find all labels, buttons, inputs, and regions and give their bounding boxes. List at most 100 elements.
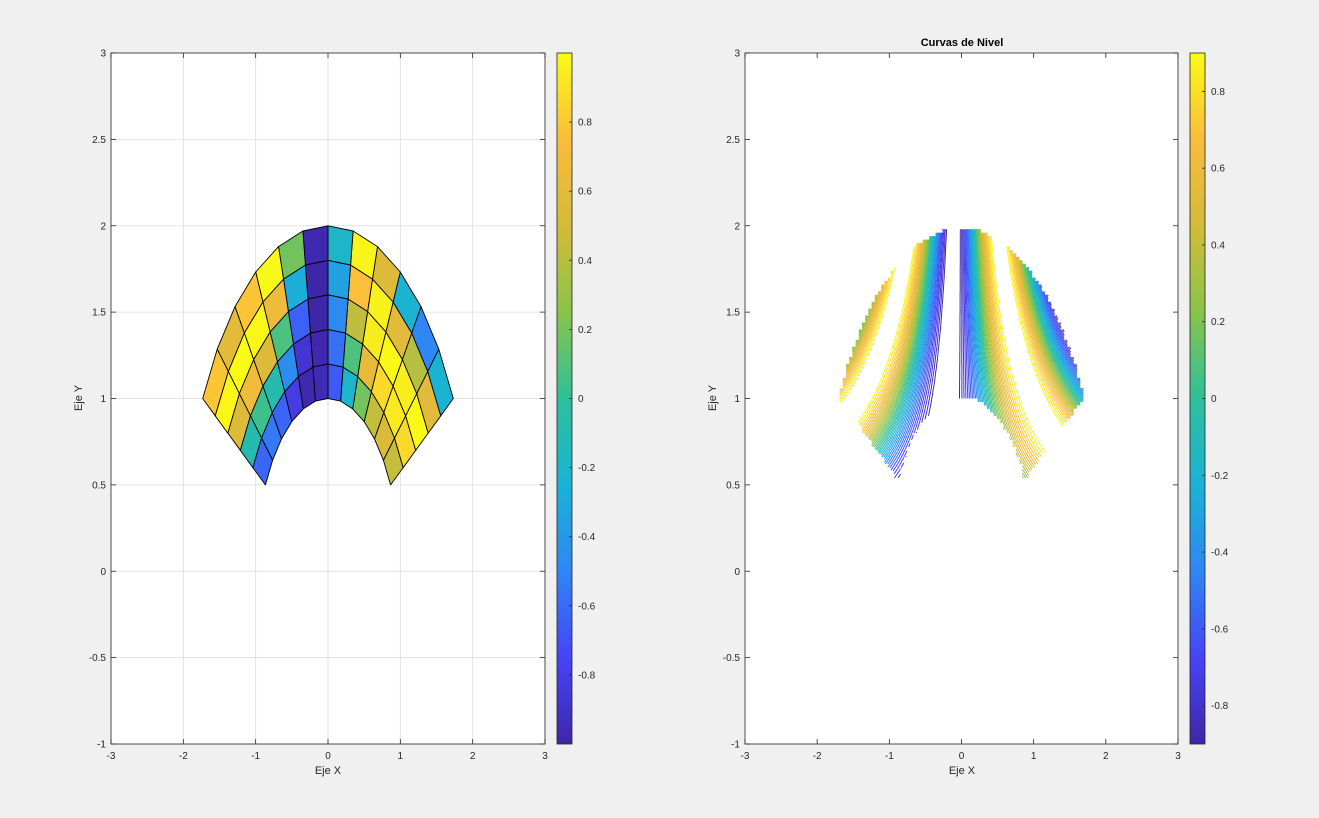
contour-level-line (884, 229, 1084, 465)
surface-patch (202, 348, 229, 417)
x-tick-label: 2 (470, 751, 476, 762)
colorbar-tick-label: 0.8 (1211, 87, 1225, 98)
surface-patches (202, 225, 454, 486)
colorbar-tick-label: 0.2 (578, 325, 592, 336)
y-tick-label: 0 (734, 567, 740, 578)
y-tick-label: 3 (734, 49, 740, 60)
right-x-axis-label: Eje X (949, 765, 976, 777)
surface-patch (327, 294, 349, 334)
contour-level-line (883, 229, 1084, 458)
contour-level-line (893, 229, 1078, 479)
contour-level-line (887, 229, 1084, 465)
x-tick-label: -3 (107, 751, 116, 762)
contour-level-line (881, 229, 1084, 458)
contour-level-line (845, 229, 1075, 476)
left-ticks: -3 -2 -1 0 1 2 3 -1 -0.5 0 0.5 1 1.5 2 2.5 3 (89, 49, 548, 763)
y-tick-label: -1 (731, 740, 740, 751)
surface-patch (307, 294, 329, 334)
contour-level-line (839, 232, 1071, 465)
right-y-axis-label: Eje Y (707, 384, 719, 411)
colorbar-tick-label: -0.2 (1211, 471, 1229, 482)
contour-level-line (890, 229, 1078, 471)
contour-level-line (842, 232, 1072, 468)
colorbar-tick-label: 0 (578, 394, 584, 405)
y-tick-label: 2 (734, 221, 740, 232)
surface-patch (309, 328, 329, 368)
colorbar-tick-label: -0.6 (1211, 624, 1229, 635)
y-tick-label: 0 (100, 567, 106, 578)
colorbar-tick-label: 0 (1211, 394, 1217, 405)
contour-level-line (924, 229, 1065, 420)
contour-level-line (889, 229, 1081, 468)
colorbar-tick-label: -0.4 (1211, 548, 1229, 559)
contour-level-line (839, 232, 1072, 465)
surface-patch (327, 225, 354, 266)
y-tick-label: 0.5 (726, 480, 740, 491)
x-tick-label: -3 (741, 751, 750, 762)
y-tick-label: -0.5 (723, 653, 741, 664)
contour-level-line (880, 229, 1084, 455)
contour-level-line (858, 229, 1079, 448)
right-colorbar: -0.8 -0.6 -0.4 -0.2 0 0.2 0.4 0.6 0.8 (1189, 52, 1229, 745)
surface-patch (327, 259, 352, 300)
x-tick-label: -2 (813, 751, 822, 762)
x-tick-label: 3 (1175, 751, 1181, 762)
colorbar-tick-label: 0.6 (1211, 164, 1225, 175)
contour-level-line (884, 229, 1084, 460)
contour-level-line (845, 229, 1076, 479)
contour-level-line (839, 232, 1069, 462)
colorbar-tick-label: 0.6 (578, 187, 592, 198)
contour-level-line (845, 232, 1075, 472)
colorbar-tick-label: 0.4 (578, 256, 592, 267)
contour-level-line (897, 229, 1072, 479)
contour-chart: -3 -2 -1 0 1 2 3 -1 -0.5 0 0.5 1 1.5 2 2.5 3 Curvas de … (707, 37, 1229, 777)
colorbar-tick-label: -0.6 (578, 601, 596, 612)
y-tick-label: 1 (734, 394, 740, 405)
colorbar-tick-label: -0.2 (578, 463, 596, 474)
x-tick-label: 3 (542, 751, 548, 762)
right-ticks: -3 -2 -1 0 1 2 3 -1 -0.5 0 0.5 1 1.5 2 2.5 3 (723, 49, 1181, 763)
contour-level-line (845, 232, 1075, 473)
surface-patch (302, 225, 329, 266)
contour-level-line (841, 236, 1064, 453)
y-tick-label: 0.5 (92, 480, 106, 491)
x-tick-label: 1 (398, 751, 404, 762)
y-tick-label: 2 (100, 221, 106, 232)
x-tick-label: 0 (325, 751, 331, 762)
contour-level-line (878, 229, 1083, 455)
right-chart-title: Curvas de Nivel (921, 37, 1004, 49)
contour-level-line (892, 229, 1078, 472)
contour-lines (839, 229, 1084, 479)
contour-level-line (845, 232, 1075, 471)
contour-level-line (877, 229, 1082, 453)
y-tick-label: 1 (100, 394, 106, 405)
contour-level-line (851, 229, 1077, 479)
x-tick-label: 1 (1031, 751, 1037, 762)
contour-level-line (884, 229, 1084, 463)
surface-chart: -3 -2 -1 0 1 2 3 -1 -0.5 0 0.5 1 1.5 2 2.5 3 Eje X Eje … (73, 49, 596, 778)
contour-level-line (874, 229, 1080, 450)
contour-level-line (877, 229, 1081, 451)
colorbar-tick-label: 0.8 (578, 118, 592, 129)
x-tick-label: -1 (885, 751, 894, 762)
contour-level-line (880, 229, 1084, 456)
left-colorbar: -0.8 -0.6 -0.4 -0.2 0 0.2 0.4 0.6 0.8 (556, 52, 596, 745)
y-tick-label: 2.5 (92, 135, 106, 146)
contour-level-line (887, 229, 1081, 468)
contour-level-line (875, 229, 1081, 451)
y-tick-label: 2.5 (726, 135, 740, 146)
colorbar-tick-label: -0.8 (578, 670, 596, 681)
contour-level-line (928, 229, 961, 416)
contour-level-line (893, 229, 1078, 475)
y-tick-label: 3 (100, 49, 106, 60)
x-tick-label: 0 (959, 751, 965, 762)
left-y-axis-label: Eje Y (73, 384, 85, 411)
contour-level-line (839, 236, 1067, 458)
x-tick-label: 2 (1103, 751, 1109, 762)
colorbar-tick-label: 0.2 (1211, 317, 1225, 328)
surface-patch (327, 363, 344, 402)
colorbar-tick-label: 0.4 (1211, 240, 1225, 251)
contour-level-line (851, 229, 1078, 479)
contour-level-line (858, 229, 1078, 448)
y-tick-label: -0.5 (89, 653, 107, 664)
